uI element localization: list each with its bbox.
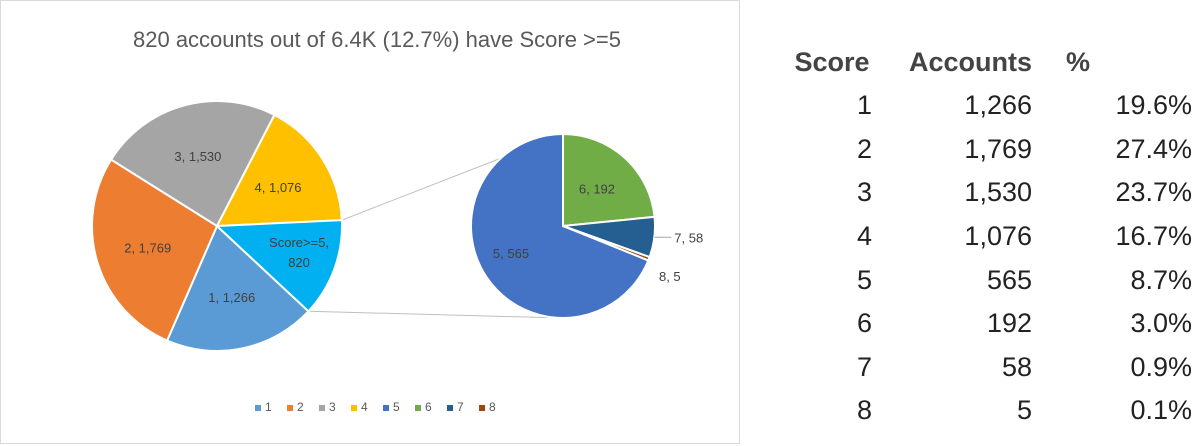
cell-score: 5 bbox=[856, 264, 872, 295]
main-slice-4 bbox=[215, 113, 343, 228]
cell-accounts: 1,769 bbox=[964, 133, 1032, 164]
legend-label: 5 bbox=[393, 400, 400, 414]
table-row: 8 5 0.1% bbox=[792, 389, 1192, 433]
cell-accounts: 5 bbox=[1016, 395, 1032, 426]
cell-score: 8 bbox=[856, 395, 872, 426]
cell-score: 7 bbox=[856, 351, 872, 382]
main-slice-label: 2, 1,769 bbox=[124, 240, 171, 255]
legend-label: 2 bbox=[297, 400, 304, 414]
secondary-slice-8 bbox=[562, 225, 651, 262]
table-row: 2 1,769 27.4% bbox=[792, 128, 1192, 172]
legend-swatch bbox=[287, 405, 293, 411]
score-table: Score Accounts % 1 1,266 19.6% 2 1,769 2… bbox=[792, 40, 1192, 433]
cell-score: 4 bbox=[856, 221, 872, 252]
header-accounts: Accounts bbox=[908, 46, 1032, 77]
cell-accounts: 1,530 bbox=[964, 177, 1032, 208]
table-row: 7 58 0.9% bbox=[792, 346, 1192, 390]
cell-score: 1 bbox=[856, 90, 872, 121]
legend-label: 6 bbox=[425, 400, 432, 414]
secondary-slice-label: 5, 565 bbox=[493, 246, 529, 261]
table-row: 6 192 3.0% bbox=[792, 302, 1192, 346]
main-slice-5 bbox=[214, 219, 343, 313]
main-pie: 1, 1,266 2, 1,769 3, 1,530 4, 1,076 Score>=5… bbox=[91, 100, 343, 352]
cell-accounts: 1,076 bbox=[964, 221, 1032, 252]
secondary-slice-label: 8, 5 bbox=[659, 269, 681, 284]
main-slice-1 bbox=[165, 224, 310, 352]
table-header-row: Score Accounts % bbox=[792, 40, 1192, 84]
legend-label: 4 bbox=[361, 400, 368, 414]
chart-frame: 820 accounts out of 6.4K (12.7%) have Sc… bbox=[0, 0, 740, 444]
cell-accounts: 192 bbox=[986, 308, 1032, 339]
cell-percent: 0.9% bbox=[1130, 351, 1192, 382]
table-row: 1 1,266 19.6% bbox=[792, 84, 1192, 128]
cell-score: 2 bbox=[856, 133, 872, 164]
cell-percent: 27.4% bbox=[1115, 133, 1192, 164]
main-slice-label-line1: Score>=5, bbox=[269, 235, 329, 250]
legend-label: 3 bbox=[329, 400, 336, 414]
legend-label: 8 bbox=[489, 400, 496, 414]
secondary-slice-label: 6, 192 bbox=[579, 181, 615, 196]
main-slice-label-line2: 820 bbox=[288, 255, 310, 270]
chart-legend: 1 2 3 4 5 6 7 8 bbox=[255, 400, 496, 414]
secondary-slice-6 bbox=[562, 132, 656, 228]
cell-percent: 8.7% bbox=[1130, 264, 1192, 295]
legend-swatch bbox=[319, 405, 325, 411]
table-row: 5 565 8.7% bbox=[792, 258, 1192, 302]
legend-swatch bbox=[383, 405, 389, 411]
main-slice-3 bbox=[109, 100, 276, 228]
cell-accounts: 58 bbox=[1001, 351, 1032, 382]
table-row: 4 1,076 16.7% bbox=[792, 215, 1192, 259]
legend-swatch bbox=[479, 405, 485, 411]
legend-swatch bbox=[351, 405, 357, 411]
legend-swatch bbox=[415, 405, 421, 411]
main-slice-2 bbox=[91, 158, 219, 342]
cell-percent: 3.0% bbox=[1130, 308, 1192, 339]
secondary-pie: 5, 565 6, 192 7, 58 8, 5 bbox=[470, 132, 703, 319]
connector-line-bottom bbox=[308, 310, 564, 319]
pie-of-pie-chart: 820 accounts out of 6.4K (12.7%) have Sc… bbox=[91, 27, 703, 414]
chart-title: 820 accounts out of 6.4K (12.7%) have Sc… bbox=[133, 27, 621, 52]
cell-percent: 23.7% bbox=[1115, 177, 1192, 208]
legend-swatch bbox=[447, 405, 453, 411]
cell-score: 6 bbox=[856, 308, 872, 339]
main-slice-label: 3, 1,530 bbox=[174, 149, 221, 164]
table-row: 3 1,530 23.7% bbox=[792, 171, 1192, 215]
cell-percent: 19.6% bbox=[1115, 90, 1192, 121]
secondary-slice-label: 7, 58 bbox=[674, 230, 703, 245]
cell-accounts: 565 bbox=[986, 264, 1032, 295]
header-percent: % bbox=[1066, 46, 1091, 77]
main-slice-label: 4, 1,076 bbox=[255, 180, 302, 195]
legend-label: 1 bbox=[265, 400, 272, 414]
cell-percent: 0.1% bbox=[1130, 395, 1192, 426]
cell-percent: 16.7% bbox=[1115, 221, 1192, 252]
cell-accounts: 1,266 bbox=[964, 90, 1032, 121]
secondary-slice-5 bbox=[470, 132, 650, 319]
header-score: Score bbox=[794, 46, 870, 77]
cell-score: 3 bbox=[856, 177, 872, 208]
main-slice-label: 1, 1,266 bbox=[208, 290, 255, 305]
legend-label: 7 bbox=[457, 400, 464, 414]
legend-swatch bbox=[255, 405, 261, 411]
